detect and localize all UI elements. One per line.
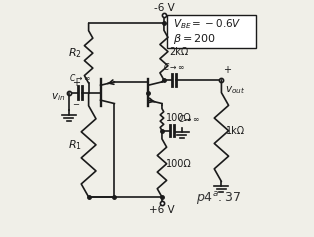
Text: $v_{out}$: $v_{out}$ [225,84,246,96]
Text: +: + [223,65,231,75]
Text: $C \rightarrow \infty$: $C \rightarrow \infty$ [68,72,91,83]
Text: $\beta = 200$: $\beta = 200$ [173,32,216,46]
FancyBboxPatch shape [167,15,256,48]
Text: $C \rightarrow \infty$: $C \rightarrow \infty$ [163,61,185,72]
Text: $C \rightarrow \infty$: $C \rightarrow \infty$ [178,113,200,124]
Text: 2kΩ: 2kΩ [169,47,188,57]
Text: $p4^{a}.37$: $p4^{a}.37$ [196,190,241,207]
Text: $R_2$: $R_2$ [68,46,82,60]
Text: -6 V: -6 V [154,3,174,13]
Text: $-$: $-$ [72,98,80,107]
Text: $R_1$: $R_1$ [68,138,82,152]
Text: 1kΩ: 1kΩ [226,126,246,136]
Text: 100Ω: 100Ω [166,159,192,169]
Text: +: + [72,78,80,88]
Text: $v_{in}$: $v_{in}$ [51,92,65,103]
Text: +6 V: +6 V [149,205,175,215]
Text: 100Ω: 100Ω [166,113,192,123]
Text: $V_{BE} = -0.6V$: $V_{BE} = -0.6V$ [173,17,241,31]
